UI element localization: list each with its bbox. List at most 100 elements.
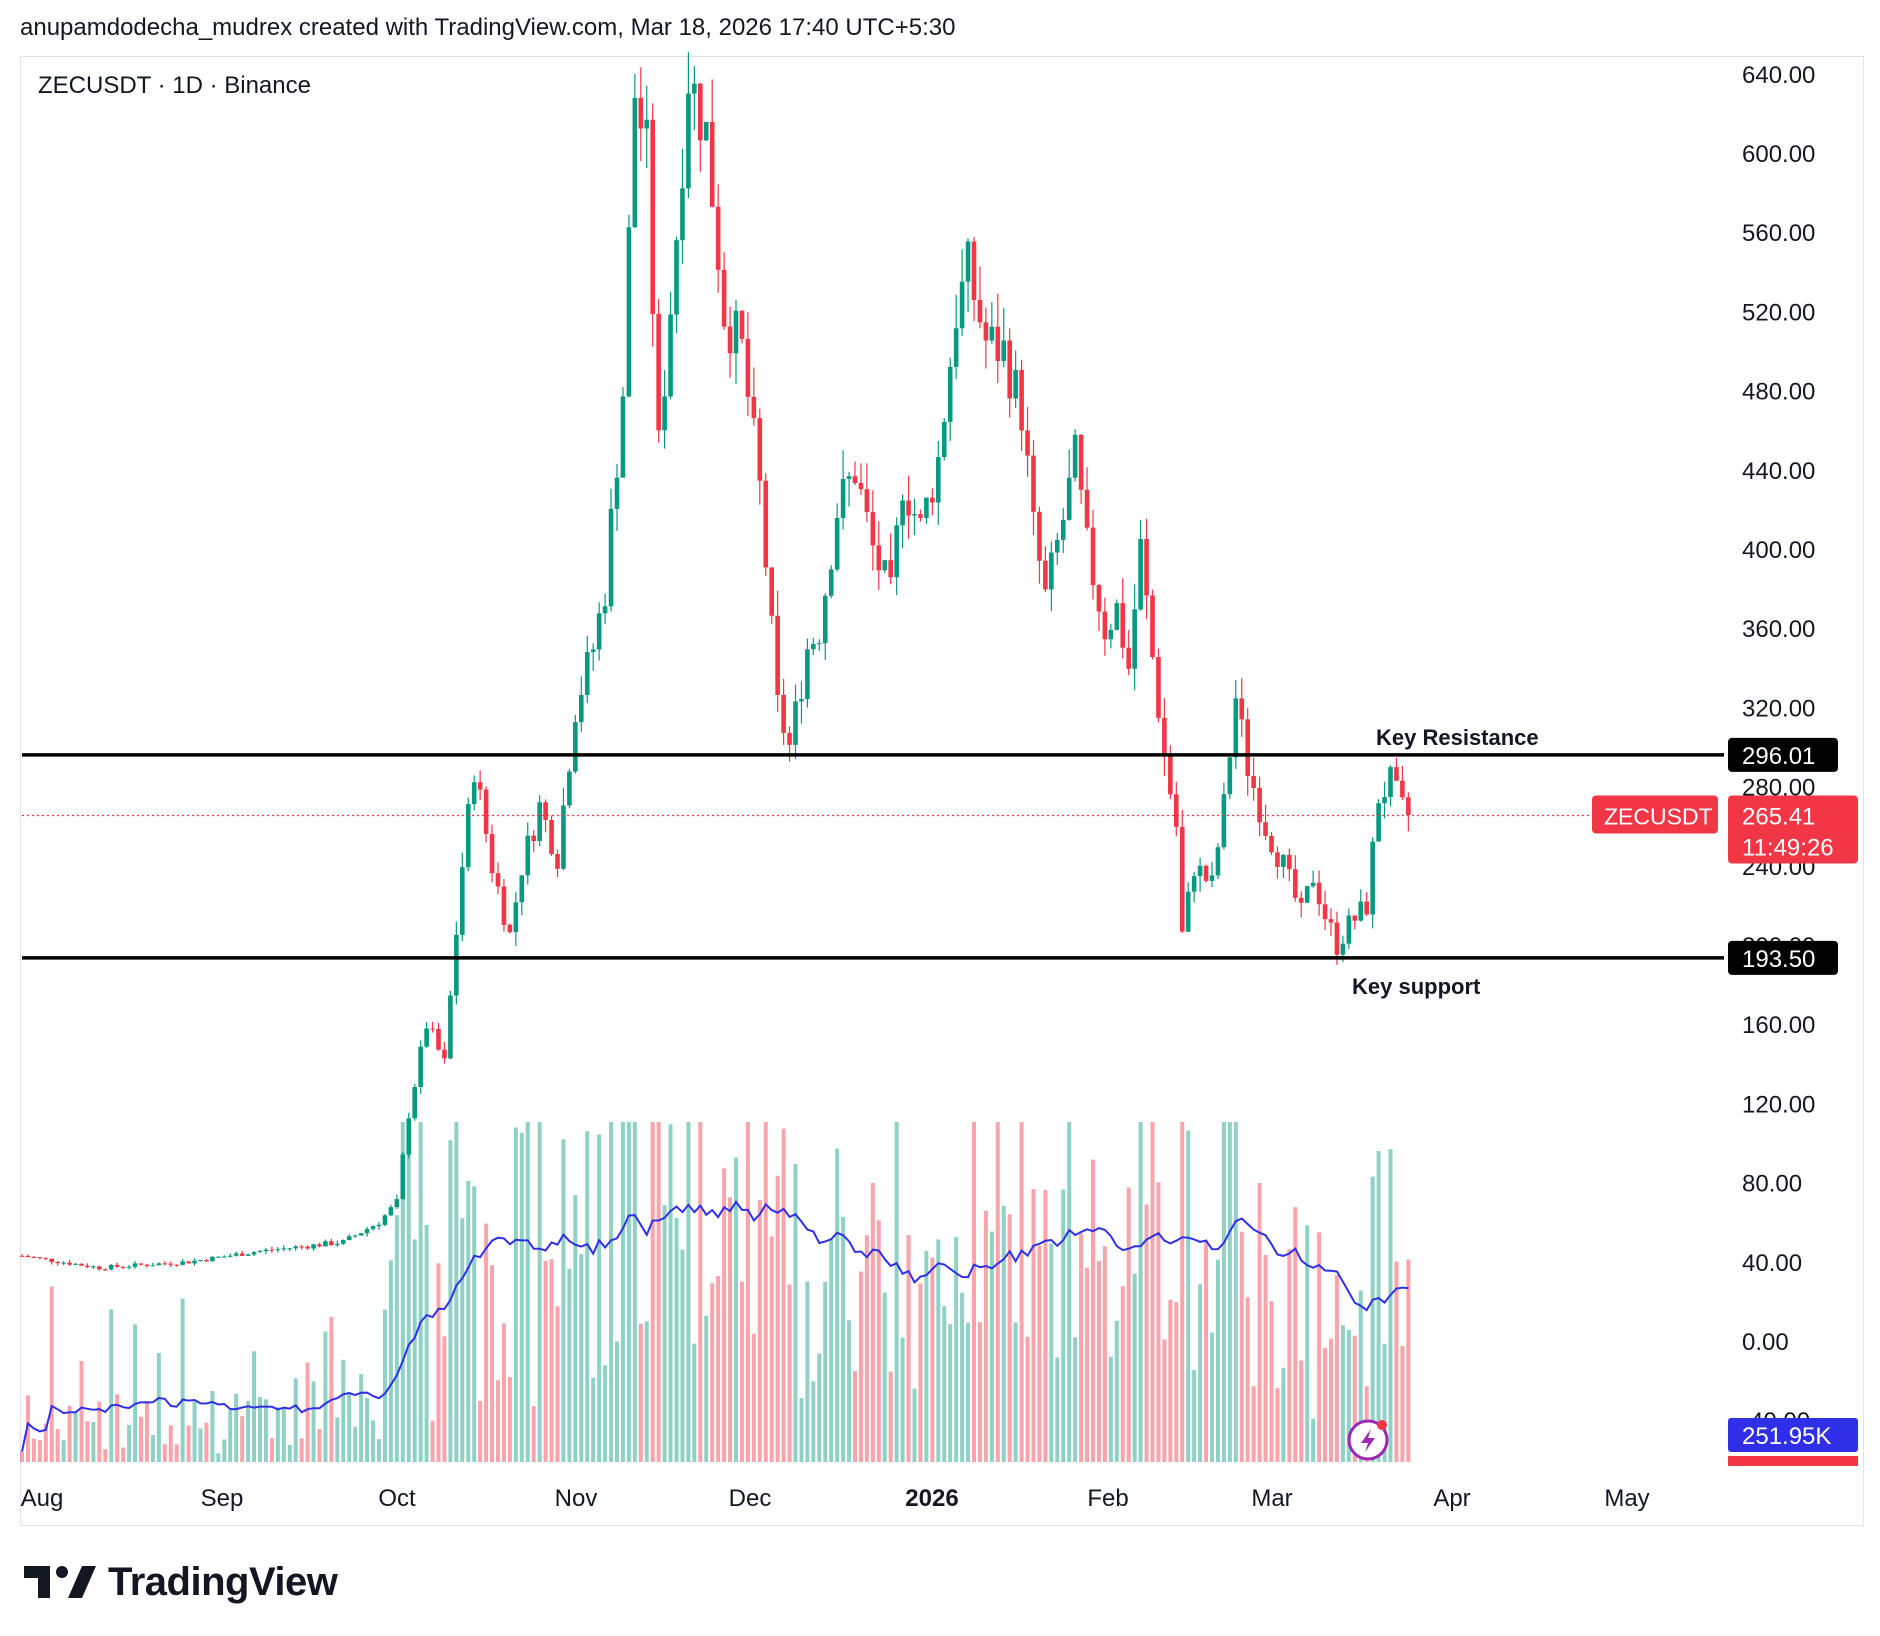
volume-bar (775, 1175, 780, 1462)
candle-body (620, 396, 626, 478)
candle (1221, 782, 1227, 850)
volume-bar (293, 1378, 298, 1462)
candle (263, 1248, 269, 1254)
volume-bar (1001, 1205, 1006, 1462)
candle (846, 471, 852, 507)
volume-bar (1114, 1320, 1119, 1462)
volume-bar (1144, 1204, 1149, 1462)
volume-bar (918, 1283, 923, 1462)
candle (501, 878, 507, 932)
candle (418, 1040, 423, 1095)
level-resistance[interactable]: Key Resistance (22, 725, 1724, 757)
candle-body (602, 606, 608, 614)
level-support[interactable]: Key support (22, 956, 1724, 999)
volume-bar (133, 1324, 138, 1462)
horizontal-levels[interactable]: Key Resistance Key support (22, 725, 1724, 999)
candle (1293, 855, 1298, 902)
volume-bar (954, 1237, 959, 1462)
candle (239, 1250, 245, 1257)
volume-bar (1239, 1231, 1244, 1462)
candle-body (1078, 434, 1084, 490)
candle-body (239, 1253, 245, 1256)
time-axis[interactable]: Aug Sep Oct Nov Dec 2026 Feb Mar Apr May (21, 1485, 1650, 1512)
candle (1150, 589, 1155, 660)
volume-bar (620, 1122, 625, 1462)
candle (471, 775, 477, 811)
candle-body (507, 924, 513, 933)
time-tick-label: May (1604, 1485, 1649, 1512)
volume-bar (716, 1276, 721, 1462)
candle (1394, 757, 1399, 782)
volume-bar (186, 1425, 191, 1462)
volume-bar (103, 1449, 108, 1462)
candle (763, 473, 769, 576)
candle (1191, 871, 1197, 903)
volume-bar (61, 1440, 66, 1462)
candle (1370, 837, 1375, 929)
candle (1203, 864, 1209, 883)
volume-bar (1221, 1122, 1226, 1462)
candle-body (251, 1252, 257, 1255)
volume-bar (507, 1377, 512, 1462)
volume-bar (876, 1220, 881, 1462)
candle-body (561, 805, 566, 869)
volume-bar (1346, 1330, 1351, 1462)
candle-body (763, 480, 769, 568)
volume-bar (1275, 1388, 1280, 1462)
candle-body (1072, 434, 1078, 478)
volume-bar (870, 1182, 875, 1462)
candle (144, 1263, 150, 1268)
candle-body (1400, 780, 1405, 798)
volume-bar (55, 1429, 60, 1462)
volume-bar (31, 1438, 36, 1462)
candle (67, 1259, 72, 1266)
candle-body (840, 478, 846, 518)
volume-bar (472, 1186, 477, 1462)
candle-body (781, 694, 786, 733)
candle (680, 148, 685, 265)
candle (358, 1233, 364, 1236)
volume-bar (632, 1122, 637, 1462)
candle-body (1090, 527, 1096, 586)
candle (567, 768, 572, 809)
candle (364, 1226, 370, 1237)
candle (61, 1261, 66, 1265)
volume-bar (281, 1408, 286, 1462)
candles (19, 52, 1411, 1272)
volume-bar (811, 1381, 816, 1462)
volume-bar (359, 1374, 364, 1462)
volume-bar (561, 1139, 566, 1462)
tradingview-brand[interactable]: TradingView (24, 1560, 338, 1604)
candle-body (346, 1236, 352, 1241)
volume-bar (1311, 1418, 1316, 1462)
candle-body (1221, 794, 1227, 848)
volume-bar (1340, 1325, 1345, 1462)
volume-bar (1210, 1332, 1214, 1462)
candle (602, 593, 608, 624)
candle (531, 830, 536, 852)
candle-body (210, 1256, 215, 1262)
price-chart[interactable]: Key Resistance Key support 640.00 600.00 56… (0, 0, 1880, 1540)
candle-body (1322, 904, 1328, 920)
candle-body (186, 1261, 191, 1264)
volume-bar (1299, 1360, 1304, 1462)
volume-bar (341, 1359, 346, 1462)
time-tick-label: Mar (1251, 1485, 1292, 1512)
candle-body (513, 902, 519, 933)
symbol-legend[interactable]: ZECUSDT · 1D · Binance (38, 72, 311, 99)
volume-bar (73, 1412, 78, 1462)
volume-bar (1061, 1189, 1066, 1462)
symbol-badge-label: ZECUSDT (1604, 803, 1713, 829)
candle (269, 1246, 275, 1253)
candle-body (388, 1207, 394, 1216)
candle-body (1257, 787, 1262, 823)
candle-body (31, 1257, 37, 1259)
volume-bar (1269, 1301, 1274, 1462)
candle-body (828, 569, 834, 596)
candle (751, 367, 757, 426)
candle-body (1263, 822, 1268, 836)
lightning-alert-icon[interactable] (1347, 1419, 1389, 1461)
price-tick-label: 600.00 (1742, 141, 1815, 168)
price-tick-label: 0.00 (1742, 1329, 1789, 1356)
candle-body (120, 1266, 126, 1268)
